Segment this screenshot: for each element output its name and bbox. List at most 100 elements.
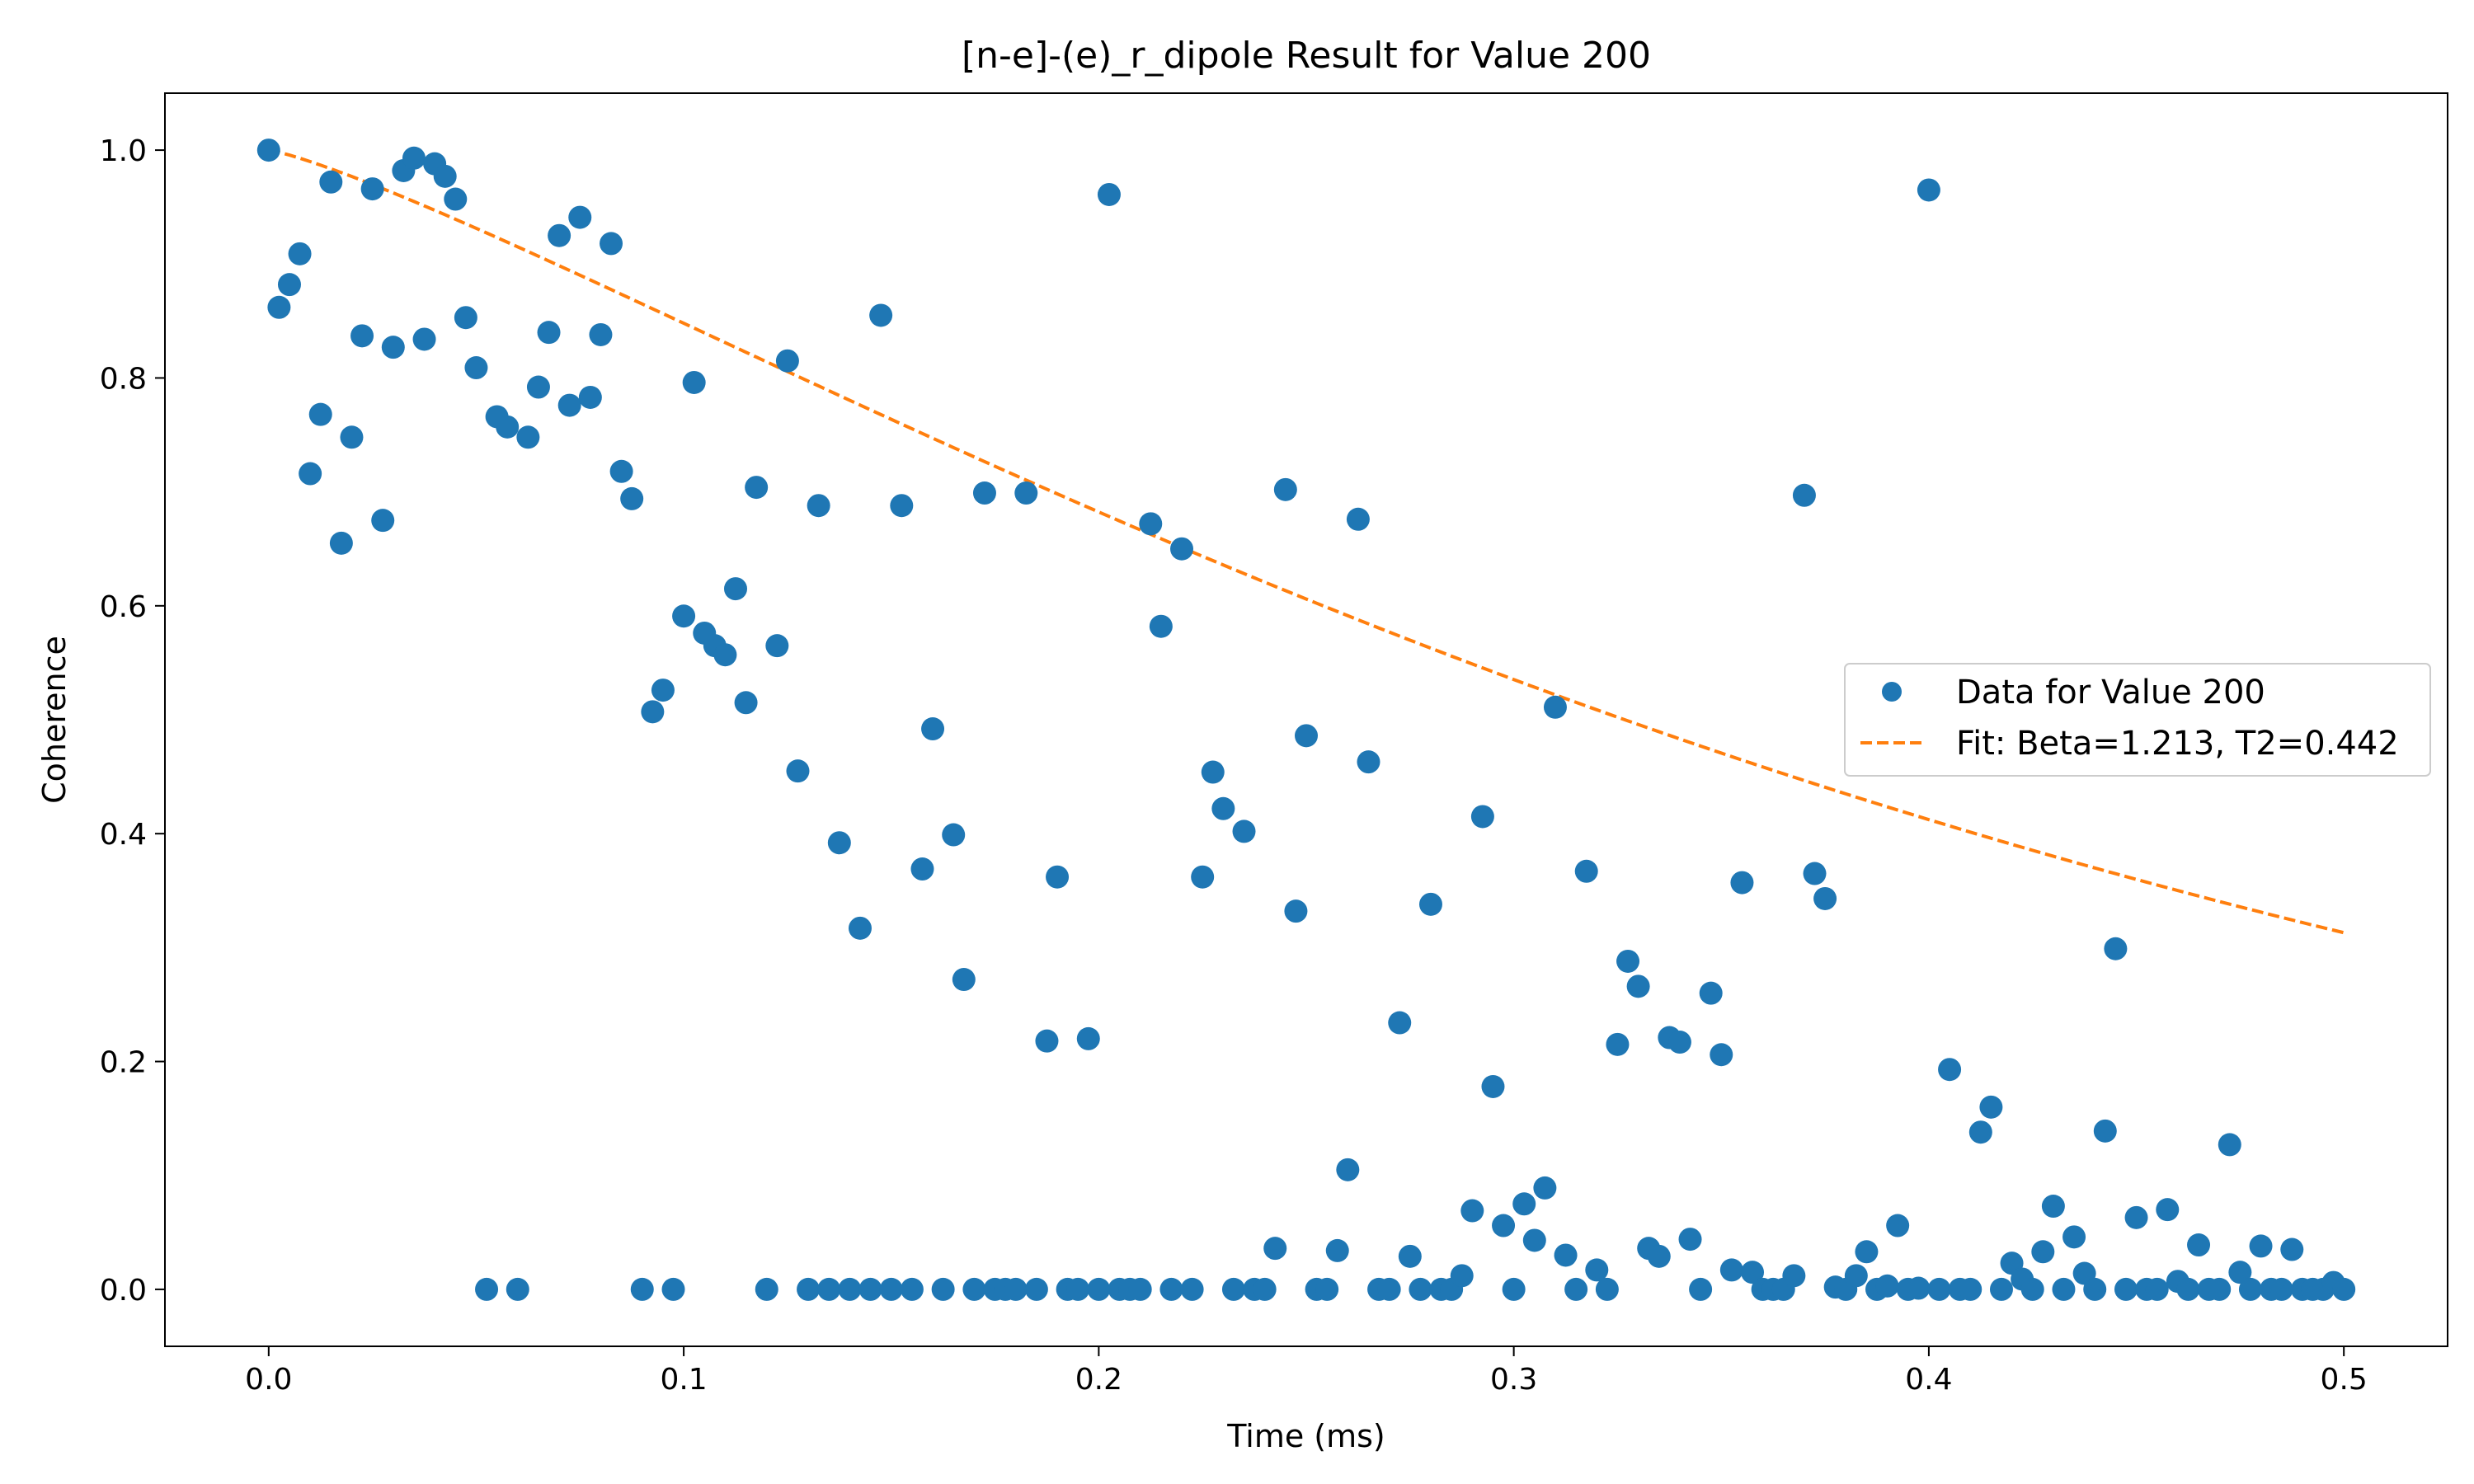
data-point xyxy=(724,577,747,601)
data-point xyxy=(454,306,477,330)
data-point xyxy=(1201,760,1225,784)
data-point xyxy=(2124,1205,2148,1229)
legend-label-fit: Fit: Beta=1.213, T2=0.442 xyxy=(1956,725,2399,763)
data-point xyxy=(1606,1032,1630,1056)
data-point xyxy=(869,303,893,327)
data-point xyxy=(1678,1228,1702,1252)
data-point xyxy=(1149,614,1173,638)
plot-frame xyxy=(164,92,2448,1347)
data-point xyxy=(775,349,799,373)
data-point xyxy=(755,1277,778,1301)
data-point xyxy=(1803,862,1827,885)
data-point xyxy=(1989,1277,2013,1301)
data-point xyxy=(600,232,623,256)
data-point xyxy=(1470,805,1494,829)
data-point xyxy=(319,170,343,194)
data-point xyxy=(589,322,613,346)
data-point xyxy=(1211,796,1235,820)
data-point xyxy=(526,375,550,399)
data-point xyxy=(1979,1095,2003,1119)
data-point xyxy=(879,1277,903,1301)
data-point xyxy=(1647,1244,1671,1268)
data-point xyxy=(1357,750,1380,774)
data-point xyxy=(1066,1277,1090,1301)
data-point xyxy=(1595,1277,1619,1301)
data-point xyxy=(350,324,374,348)
x-axis-label: Time (ms) xyxy=(1226,1418,1385,1454)
data-point xyxy=(2332,1277,2356,1301)
data-point xyxy=(1719,1258,1743,1282)
data-point xyxy=(496,415,520,439)
data-point xyxy=(1710,1043,1733,1067)
data-point xyxy=(308,402,332,426)
data-point xyxy=(1968,1120,1992,1144)
data-point xyxy=(827,831,851,855)
data-point xyxy=(786,759,810,783)
data-point xyxy=(900,1277,924,1301)
data-point xyxy=(797,1277,821,1301)
data-point xyxy=(817,1277,841,1301)
data-point xyxy=(661,1277,685,1301)
x-axis: 0.0 0.1 0.2 0.3 0.4 0.5 xyxy=(245,1346,2368,1397)
data-point xyxy=(641,700,665,724)
y-tick-label: 0.6 xyxy=(100,590,147,624)
data-point xyxy=(921,717,945,741)
data-point xyxy=(765,634,789,658)
data-point xyxy=(444,187,468,211)
y-tick-label: 0.0 xyxy=(100,1274,147,1308)
data-point xyxy=(1689,1277,1713,1301)
data-point xyxy=(1325,1238,1349,1262)
y-tick-label: 0.2 xyxy=(100,1046,147,1080)
data-point xyxy=(1263,1237,1287,1261)
y-tick-label: 0.4 xyxy=(100,818,147,852)
data-point xyxy=(1938,1058,1962,1082)
data-point xyxy=(256,139,280,162)
chart-title: [n-e]-(e)_r_dipole Result for Value 200 xyxy=(962,35,1651,77)
y-axis: 0.0 0.2 0.4 0.6 0.8 1.0 xyxy=(100,134,165,1308)
data-point xyxy=(1346,507,1370,531)
data-point xyxy=(2238,1277,2262,1301)
data-point xyxy=(1844,1264,1868,1288)
data-point xyxy=(962,1277,986,1301)
data-point xyxy=(2020,1277,2044,1301)
legend-marker-data xyxy=(1882,682,1902,702)
data-point xyxy=(537,321,561,345)
data-point xyxy=(1730,871,1754,895)
data-point xyxy=(1128,1277,1152,1301)
data-point xyxy=(1886,1214,1910,1237)
y-axis-label: Coherence xyxy=(36,636,73,804)
data-point xyxy=(1481,1074,1505,1098)
data-point xyxy=(277,273,301,297)
data-point xyxy=(1626,974,1650,998)
data-point xyxy=(838,1277,862,1301)
data-point xyxy=(1512,1192,1536,1216)
data-point xyxy=(1076,1026,1100,1050)
data-point xyxy=(340,425,364,449)
data-point xyxy=(713,643,737,667)
data-point xyxy=(1460,1199,1484,1223)
y-tick-label: 1.0 xyxy=(100,134,147,168)
data-point xyxy=(1170,537,1194,561)
data-point xyxy=(1097,182,1121,206)
data-point xyxy=(1741,1261,1765,1284)
data-point xyxy=(848,916,872,940)
x-tick-label: 0.2 xyxy=(1075,1363,1122,1397)
data-point xyxy=(734,691,758,715)
legend-box xyxy=(1844,663,2431,777)
data-point xyxy=(931,1277,955,1301)
data-point xyxy=(1253,1277,1277,1301)
data-point xyxy=(464,356,488,380)
data-point xyxy=(402,146,426,170)
data-point xyxy=(1907,1276,1931,1300)
data-point xyxy=(360,177,384,201)
legend-label-data: Data for Value 200 xyxy=(1956,674,2265,711)
data-point xyxy=(1159,1277,1183,1301)
data-point xyxy=(1221,1277,1245,1301)
data-point xyxy=(1564,1277,1588,1301)
data-point xyxy=(1398,1244,1422,1268)
data-point xyxy=(1087,1277,1111,1301)
scatter-points xyxy=(256,139,2356,1301)
data-point xyxy=(807,494,830,518)
data-point xyxy=(890,494,914,518)
